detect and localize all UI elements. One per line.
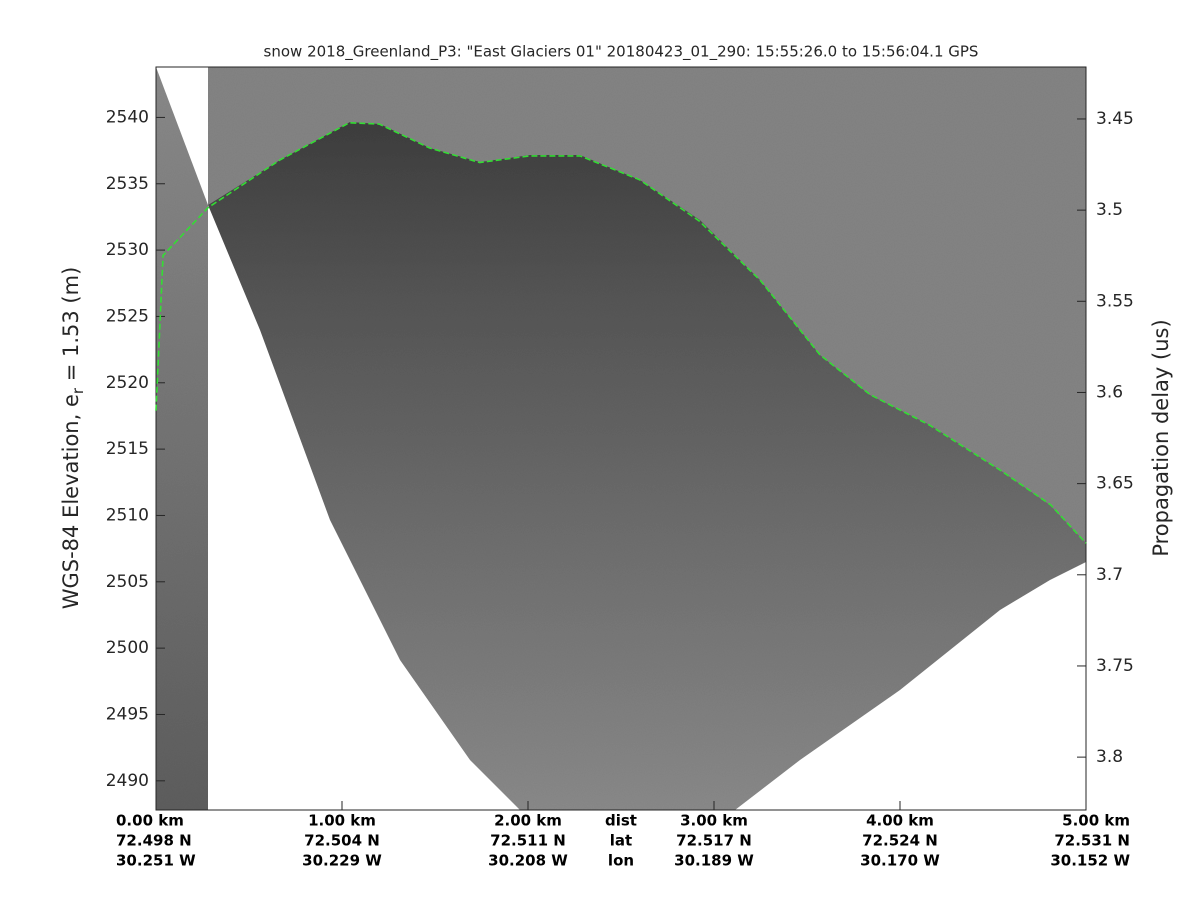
no-data: [208, 205, 520, 810]
y-tick-label: 2505: [106, 572, 149, 592]
y-label-part: WGS-84 Elevation, e: [59, 394, 83, 609]
lon-label: 30.170 W: [860, 852, 940, 870]
x-tick-label: 2.00 km: [494, 812, 562, 830]
echogram-image: [156, 67, 1086, 810]
lat-label: 72.511 N: [490, 832, 566, 850]
no-data: [735, 562, 1086, 810]
lat-label: 72.517 N: [676, 832, 752, 850]
y2-tick-label: 3.55: [1096, 291, 1134, 311]
y-tick-label: 2510: [106, 505, 149, 525]
x-tick-label: 0.00 km: [116, 812, 184, 830]
chart-title: snow 2018_Greenland_P3: "East Glaciers 0…: [264, 43, 979, 62]
no-data: [156, 67, 208, 205]
lon-label: 30.208 W: [488, 852, 568, 870]
y-tick-label: 2500: [106, 638, 149, 658]
y-tick-label: 2525: [106, 306, 149, 326]
y-tick-label: 2535: [106, 174, 149, 194]
lon-label: 30.189 W: [674, 852, 754, 870]
lat-label: 72.531 N: [1054, 832, 1130, 850]
row-label: lon: [608, 852, 634, 870]
y2-tick-label: 3.45: [1096, 109, 1134, 129]
row-label: lat: [610, 832, 632, 850]
surface-line: [155, 121, 1087, 544]
y-tick-label: 2530: [106, 240, 149, 260]
echo-strip: [156, 67, 208, 810]
y-tick-label: 2490: [106, 771, 149, 791]
y2-tick-label: 3.65: [1096, 474, 1134, 494]
y-tick-label: 2515: [106, 439, 149, 459]
echo-ice: [208, 122, 1086, 810]
y-axis-label: WGS-84 Elevation, er = 1.53 (m): [59, 267, 87, 610]
y2-axis-label: Propagation delay (us): [1149, 319, 1173, 556]
y2-tick-label: 3.75: [1096, 656, 1134, 676]
y-tick-label: 2540: [106, 107, 149, 127]
y-tick-label: 2495: [106, 704, 149, 724]
y-tick-label: 2520: [106, 373, 149, 393]
y2-tick-label: 3.7: [1096, 565, 1123, 585]
lon-label: 30.152 W: [1050, 852, 1130, 870]
lon-label: 30.251 W: [116, 852, 196, 870]
x-tick-label: 1.00 km: [308, 812, 376, 830]
y2-tick-label: 3.8: [1096, 747, 1123, 767]
lat-label: 72.524 N: [862, 832, 938, 850]
lat-label: 72.504 N: [304, 832, 380, 850]
y2-tick-label: 3.5: [1096, 200, 1123, 220]
y-label-part: = 1.53 (m): [59, 267, 83, 388]
lon-label: 30.229 W: [302, 852, 382, 870]
row-label: dist: [605, 812, 637, 830]
lat-label: 72.498 N: [116, 832, 192, 850]
x-tick-label: 5.00 km: [1062, 812, 1130, 830]
x-tick-label: 3.00 km: [680, 812, 748, 830]
y2-tick-label: 3.6: [1096, 382, 1123, 402]
x-tick-label: 4.00 km: [866, 812, 934, 830]
y-label-subscript: r: [69, 387, 87, 394]
plot-frame: [155, 66, 1087, 811]
